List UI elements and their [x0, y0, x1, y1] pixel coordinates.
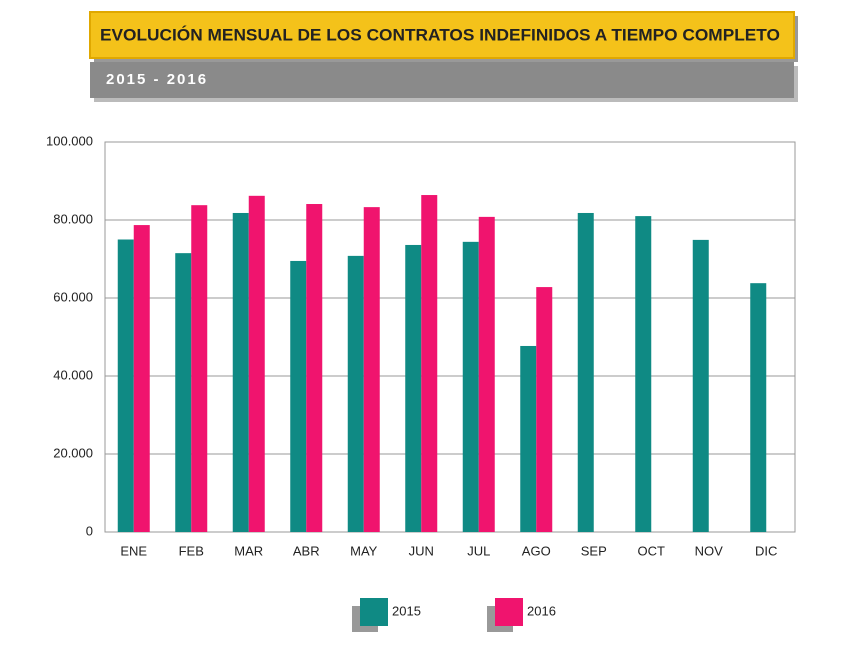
bar [133, 225, 150, 532]
y-tick-label: 0 [86, 523, 93, 538]
bar [290, 260, 307, 532]
bar [191, 205, 208, 532]
bar [421, 195, 438, 533]
chart-subtitle: 2015 - 2016 [106, 71, 208, 88]
y-tick-label: 80.000 [53, 211, 93, 226]
bar [692, 239, 709, 532]
plot-frame [104, 141, 796, 533]
bar [405, 244, 422, 532]
x-tick-label: ENE [120, 543, 147, 558]
bar [577, 212, 594, 533]
bar [478, 216, 495, 532]
bar [117, 239, 134, 532]
x-tick-label: AGO [522, 543, 551, 558]
bar [306, 204, 323, 532]
x-tick-label: MAR [234, 543, 263, 558]
y-tick-label: 60.000 [53, 289, 93, 304]
x-tick-label: DIC [755, 543, 777, 558]
legend-label: 2015 [392, 603, 421, 618]
bar [750, 283, 767, 532]
chart-title: EVOLUCIÓN MENSUAL DE LOS CONTRATOS INDEF… [100, 25, 780, 44]
x-tick-label: MAY [350, 543, 378, 558]
subtitle-bar [90, 62, 794, 98]
x-tick-label: SEP [581, 543, 607, 558]
y-tick-label: 40.000 [53, 367, 93, 382]
y-tick-label: 20.000 [53, 445, 93, 460]
bar [248, 195, 265, 532]
legend-swatch [495, 598, 523, 626]
x-tick-label: ABR [293, 543, 320, 558]
legend-swatch [360, 598, 388, 626]
bar [536, 287, 553, 532]
x-tick-label: JUL [467, 543, 490, 558]
x-tick-label: FEB [179, 543, 204, 558]
bar [232, 212, 249, 533]
bar [635, 216, 652, 532]
bar [347, 255, 364, 532]
title-box [89, 11, 795, 59]
bar [175, 253, 192, 532]
bar [462, 241, 479, 532]
bar [520, 345, 537, 532]
x-tick-label: OCT [638, 543, 666, 558]
y-tick-label: 100.000 [46, 133, 93, 148]
legend-label: 2016 [527, 603, 556, 618]
bar [363, 207, 380, 532]
x-tick-label: JUN [409, 543, 434, 558]
x-tick-label: NOV [695, 543, 724, 558]
